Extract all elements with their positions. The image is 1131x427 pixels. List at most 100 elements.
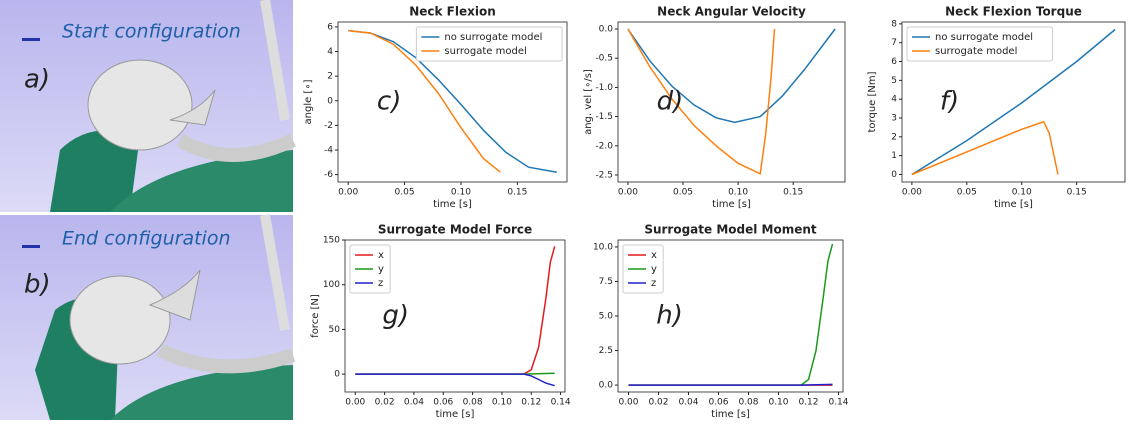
y-tick-label: 5 bbox=[891, 76, 897, 86]
panel-annotation: d) bbox=[657, 87, 684, 117]
chart-title: Surrogate Model Moment bbox=[644, 223, 817, 237]
series-line bbox=[355, 373, 555, 387]
x-tick-label: 0.10 bbox=[492, 398, 512, 408]
series-line bbox=[911, 28, 1116, 176]
y-tick-label: 0 bbox=[327, 96, 333, 106]
caption: End configuration bbox=[62, 228, 231, 250]
y-tick-label: 4 bbox=[891, 95, 897, 105]
legend-box bbox=[906, 26, 1054, 62]
series-line bbox=[348, 29, 501, 173]
x-tick-label: 0.04 bbox=[678, 398, 698, 408]
plot-frame bbox=[901, 21, 1126, 183]
chart-title: Neck Flexion bbox=[409, 5, 496, 19]
y-tick-label: 1 bbox=[891, 151, 897, 161]
plot-frame bbox=[617, 21, 846, 183]
x-tick-label: 0.00 bbox=[618, 188, 638, 198]
x-tick-label: 0.12 bbox=[798, 398, 818, 408]
x-tick-label: 0.15 bbox=[507, 188, 527, 198]
chart-title: Neck Angular Velocity bbox=[657, 5, 806, 19]
legend-label: x bbox=[378, 250, 384, 261]
x-tick-label: 0.10 bbox=[768, 398, 788, 408]
y-tick-label: 3 bbox=[891, 114, 897, 124]
y-tick-label: 100 bbox=[323, 280, 340, 290]
x-tick-label: 0.00 bbox=[618, 398, 638, 408]
y-axis-label: ang. vel [∘/s] bbox=[583, 69, 594, 135]
chart-title: Neck Flexion Torque bbox=[945, 5, 1082, 19]
plot-frame bbox=[344, 239, 566, 393]
y-tick-label: 7 bbox=[891, 38, 897, 48]
x-tick-label: 0.15 bbox=[1067, 188, 1087, 198]
y-axis-label: angle [∘] bbox=[303, 79, 314, 124]
x-tick-label: 0.14 bbox=[828, 398, 848, 408]
y-tick-label: -0.5 bbox=[595, 54, 613, 64]
legend-label: y bbox=[378, 264, 384, 275]
panel-annotation: c) bbox=[377, 87, 401, 117]
series-line bbox=[627, 28, 776, 175]
x-tick-label: 0.08 bbox=[738, 398, 758, 408]
y-tick-label: -1.5 bbox=[595, 112, 613, 122]
legend-label: x bbox=[651, 250, 657, 261]
panel-annotation: g) bbox=[382, 301, 409, 331]
series-line bbox=[628, 383, 833, 386]
x-axis-label: time [s] bbox=[433, 199, 472, 210]
legend-box bbox=[415, 26, 563, 62]
x-tick-label: 0.14 bbox=[551, 398, 571, 408]
series-line bbox=[911, 120, 1059, 176]
legend-label: surrogate model bbox=[444, 46, 526, 57]
y-tick-label: 2 bbox=[891, 132, 897, 142]
panel-annotation: f) bbox=[940, 87, 959, 117]
x-tick-label: 0.00 bbox=[345, 398, 365, 408]
caption: Start configuration bbox=[62, 21, 241, 43]
panel-label: b) bbox=[24, 270, 51, 300]
x-tick-label: 0.02 bbox=[375, 398, 395, 408]
y-tick-label: 150 bbox=[323, 236, 340, 246]
series-line bbox=[348, 29, 557, 173]
x-tick-label: 0.05 bbox=[957, 188, 977, 198]
x-tick-label: 0.06 bbox=[433, 398, 453, 408]
legend-label: z bbox=[651, 278, 656, 289]
y-tick-label: 6 bbox=[327, 22, 333, 32]
render-a bbox=[0, 0, 297, 212]
y-tick-label: -1.0 bbox=[595, 83, 613, 93]
y-tick-label: 6 bbox=[891, 57, 897, 67]
x-axis-label: time [s] bbox=[711, 409, 750, 420]
y-axis-label: force [N] bbox=[310, 294, 321, 338]
x-tick-label: 0.10 bbox=[451, 188, 471, 198]
y-tick-label: -2.0 bbox=[595, 141, 613, 151]
y-tick-label: 2.5 bbox=[599, 346, 613, 356]
y-tick-label: -2.5 bbox=[595, 170, 613, 180]
x-axis-label: time [s] bbox=[994, 199, 1033, 210]
x-tick-label: 0.05 bbox=[395, 188, 415, 198]
legend-label: no surrogate model bbox=[935, 32, 1033, 43]
series-line bbox=[627, 28, 836, 124]
y-tick-label: 5.0 bbox=[599, 312, 614, 322]
y-tick-label: 4 bbox=[327, 47, 333, 57]
x-tick-label: 0.00 bbox=[902, 188, 922, 198]
render-b bbox=[0, 214, 296, 420]
y-tick-label: 0 bbox=[334, 370, 340, 380]
y-axis-label: torque [Nm] bbox=[867, 71, 878, 132]
y-tick-label: 0.0 bbox=[599, 25, 614, 35]
x-axis-label: time [s] bbox=[712, 199, 751, 210]
y-tick-label: 0.0 bbox=[599, 381, 614, 391]
x-tick-label: 0.10 bbox=[1012, 188, 1032, 198]
y-tick-label: -6 bbox=[324, 170, 333, 180]
x-axis-label: time [s] bbox=[436, 409, 475, 420]
x-tick-label: 0.15 bbox=[783, 188, 803, 198]
y-tick-label: -4 bbox=[324, 146, 333, 156]
y-tick-label: 7.5 bbox=[599, 277, 613, 287]
x-tick-label: 0.06 bbox=[708, 398, 728, 408]
x-tick-label: 0.00 bbox=[338, 188, 358, 198]
plot-frame bbox=[337, 21, 568, 183]
panel-label: a) bbox=[24, 65, 50, 95]
legend-label: surrogate model bbox=[935, 46, 1017, 57]
y-tick-label: 8 bbox=[891, 19, 897, 29]
y-tick-label: 50 bbox=[329, 325, 341, 335]
x-tick-label: 0.04 bbox=[404, 398, 424, 408]
y-tick-label: 0 bbox=[891, 170, 897, 180]
legend-label: no surrogate model bbox=[444, 32, 542, 43]
y-tick-label: 10.0 bbox=[593, 242, 613, 252]
x-tick-label: 0.05 bbox=[673, 188, 693, 198]
